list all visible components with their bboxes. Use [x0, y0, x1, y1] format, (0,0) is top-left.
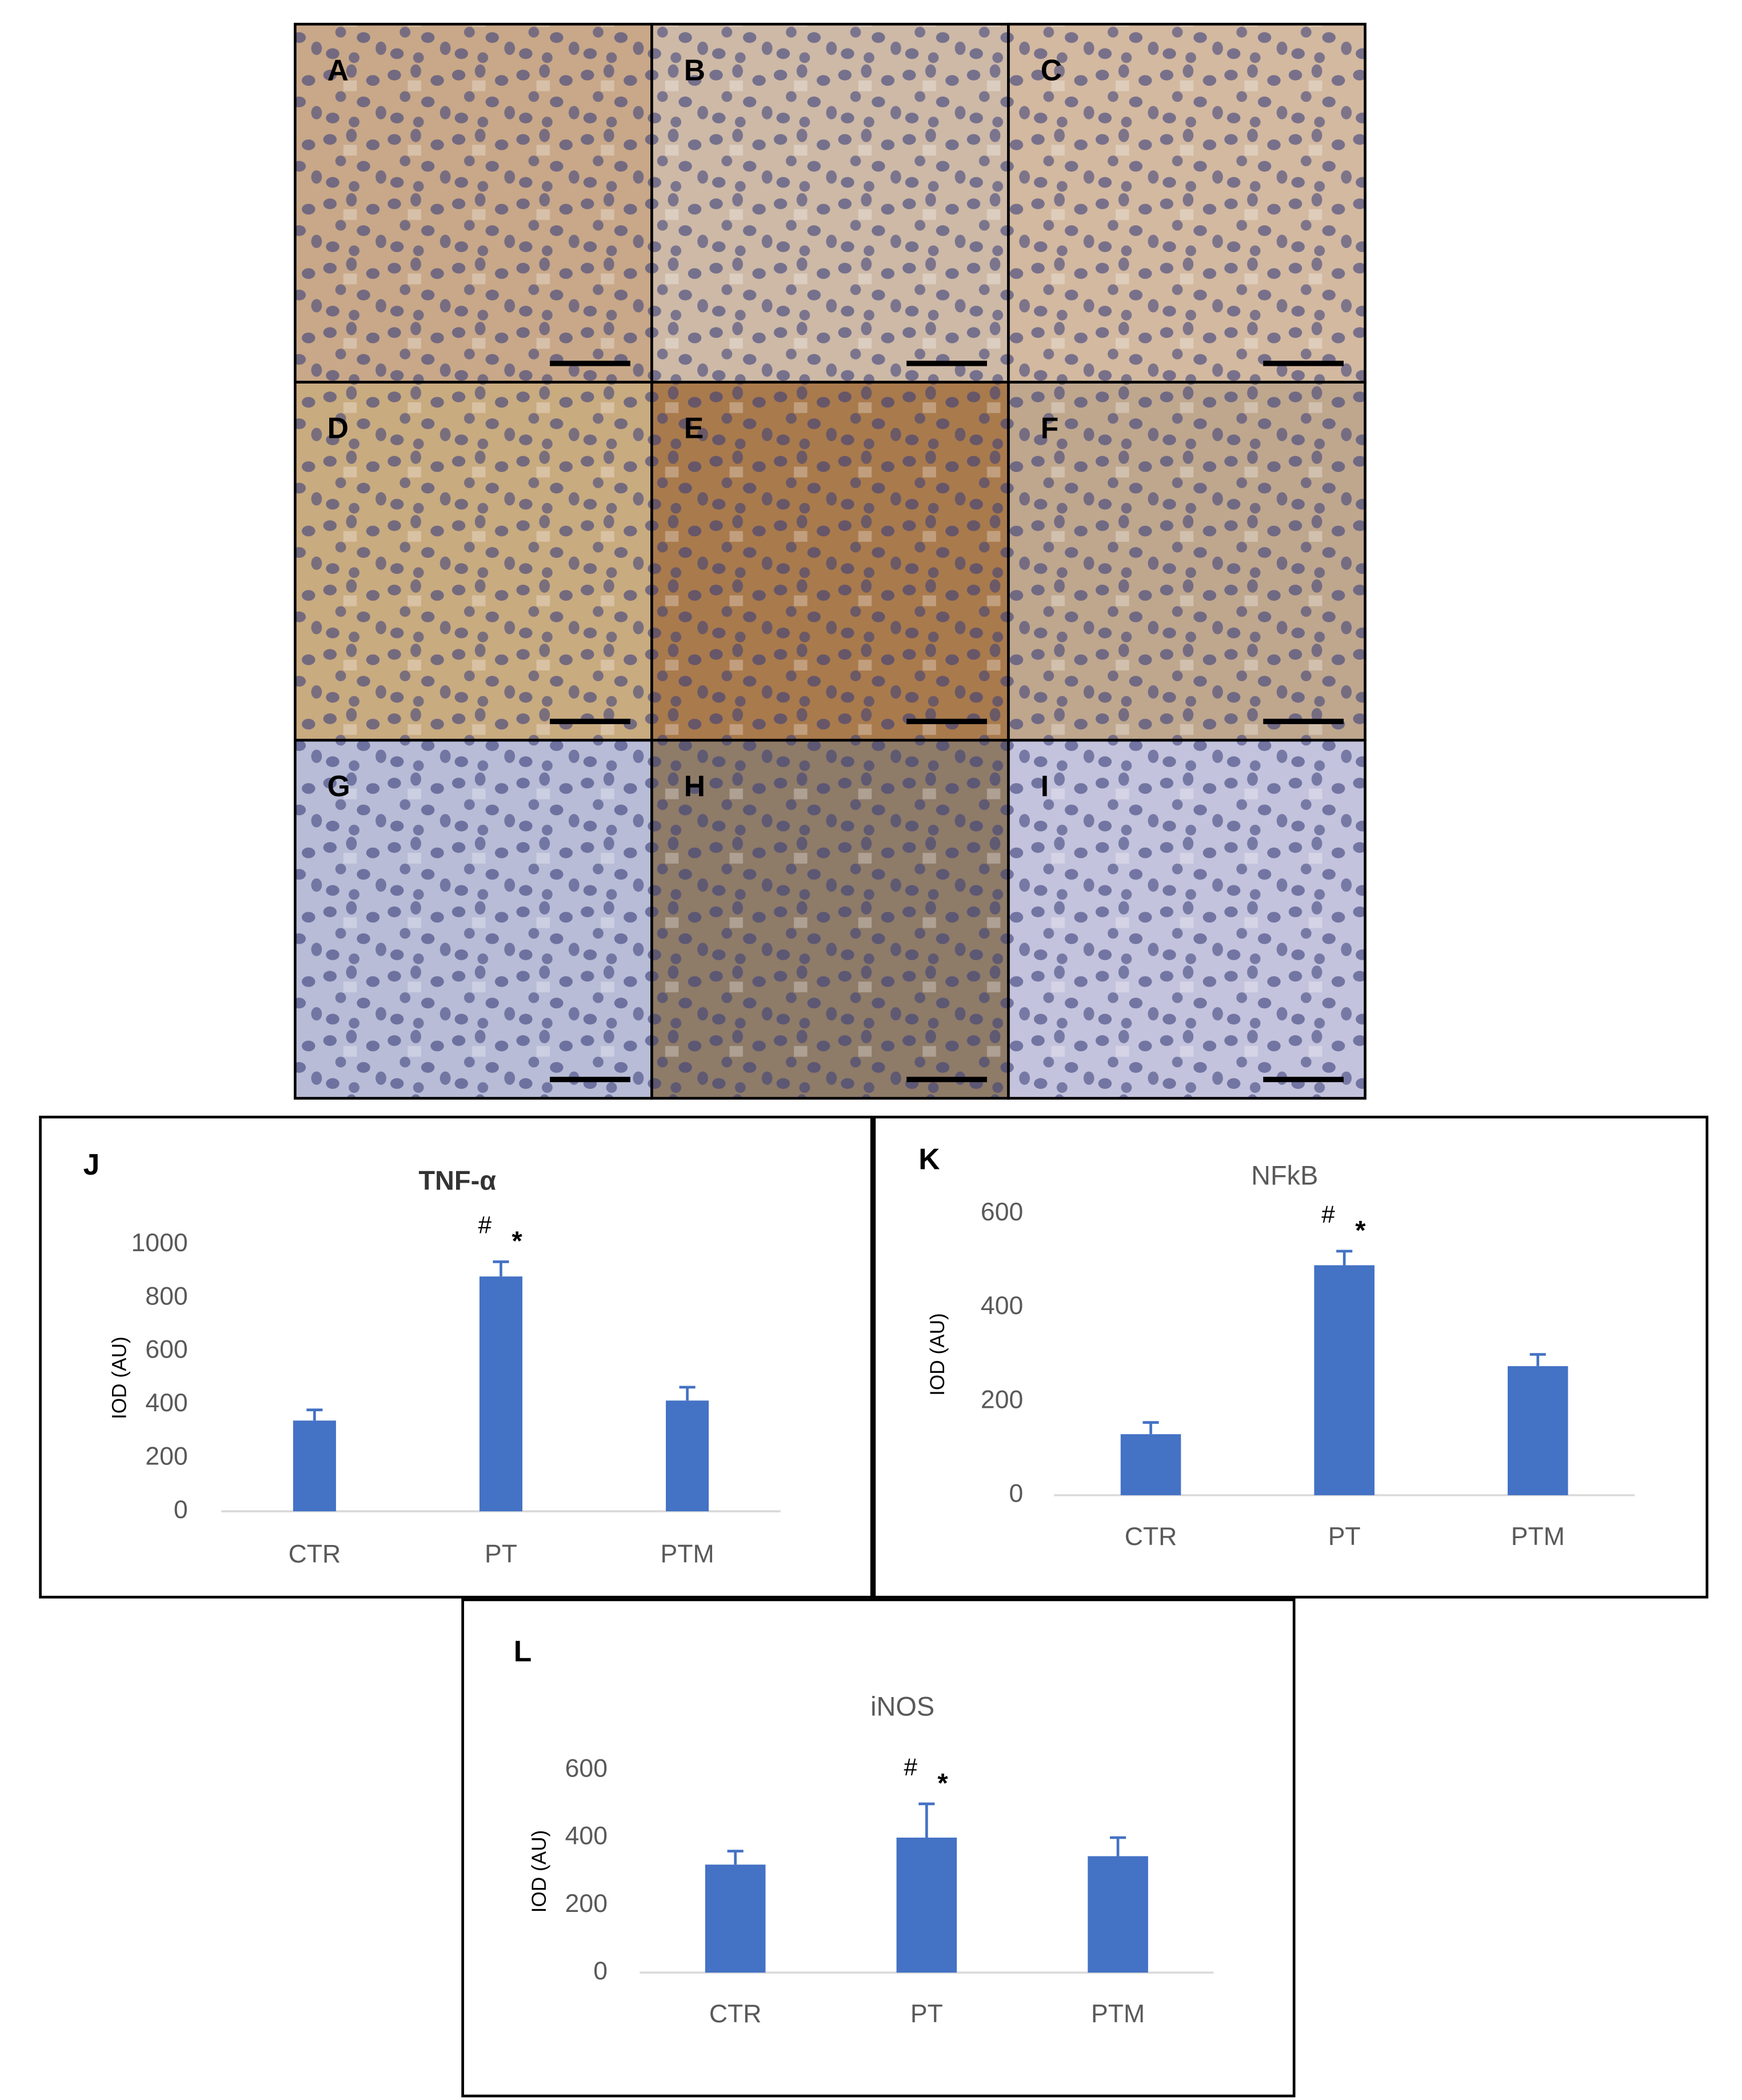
micrograph-texture: [295, 24, 652, 382]
bar: [896, 1837, 957, 1973]
panel-label: A: [327, 53, 349, 86]
micrograph-texture: [652, 740, 1009, 1099]
y-tick-label: 400: [145, 1389, 187, 1417]
panel-label: J: [83, 1148, 100, 1181]
y-tick-label: 800: [145, 1282, 187, 1310]
y-axis-label: IOD (AU): [528, 1830, 550, 1913]
x-tick-label: PT: [485, 1540, 517, 1568]
chart-title: TNF-α: [418, 1166, 496, 1196]
error-bar: [727, 1850, 744, 1865]
bar: [293, 1420, 336, 1512]
x-tick-label: PT: [1328, 1523, 1361, 1551]
x-tick-label: PT: [910, 2000, 943, 2028]
x-tick-label: CTR: [1125, 1523, 1177, 1551]
y-tick-label: 600: [981, 1198, 1023, 1226]
bar: [1508, 1366, 1568, 1495]
panel-label: C: [1041, 53, 1062, 86]
micrograph-texture: [295, 382, 652, 741]
y-tick-label: 0: [1009, 1480, 1023, 1508]
micrograph-texture: [1008, 740, 1365, 1099]
x-tick-label: PTM: [1511, 1523, 1565, 1551]
micrograph-texture: [1008, 24, 1365, 382]
panel-label: I: [1041, 769, 1049, 803]
error-bar: [306, 1408, 323, 1421]
chart: K NFkB IOD (AU) 0 200 400 600 CTR PT # * PTM: [873, 1115, 1709, 1599]
significance-marker: #: [478, 1212, 492, 1239]
micrograph-texture: [652, 382, 1009, 741]
x-tick-label: PTM: [1091, 2000, 1145, 2028]
micrograph-border: [1007, 738, 1367, 1100]
y-axis-label: IOD (AU): [109, 1336, 131, 1419]
significance-marker: *: [1355, 1215, 1366, 1245]
panel-label: H: [684, 769, 705, 803]
y-tick-label: 200: [565, 1890, 608, 1918]
chart-frame: [39, 1115, 873, 1599]
bar: [1120, 1434, 1181, 1495]
chart: J TNF-α IOD (AU) 0 200 400 600 800 1000 CTR PT # * PT…: [39, 1115, 873, 1599]
error-bar: [1109, 1836, 1126, 1857]
y-tick-label: 600: [565, 1755, 608, 1783]
y-tick-label: 1000: [131, 1229, 188, 1257]
bar: [705, 1865, 766, 1973]
y-tick-label: 400: [981, 1292, 1023, 1320]
chart-title: iNOS: [870, 1691, 934, 1721]
significance-marker: #: [904, 1754, 917, 1780]
micrograph-texture: [652, 24, 1009, 382]
x-tick-label: CTR: [709, 2000, 762, 2028]
bar: [666, 1400, 709, 1512]
panel-label: L: [514, 1634, 532, 1667]
error-bar: [1529, 1353, 1546, 1367]
y-tick-label: 600: [145, 1336, 187, 1364]
significance-marker: #: [1321, 1201, 1335, 1228]
panel-label: F: [1041, 412, 1059, 445]
bar: [1088, 1856, 1148, 1973]
panel-label: G: [327, 769, 350, 803]
error-bar: [918, 1802, 935, 1838]
y-tick-label: 200: [981, 1386, 1023, 1414]
significance-marker: *: [937, 1768, 948, 1798]
micrograph-texture: [295, 740, 652, 1099]
y-tick-label: 400: [565, 1822, 608, 1850]
significance-marker: *: [512, 1226, 522, 1256]
chart-frame: [461, 1598, 1296, 2098]
panel-label: B: [684, 53, 705, 86]
y-tick-label: 0: [593, 1957, 608, 1985]
x-tick-label: PTM: [661, 1540, 714, 1568]
panel-label: K: [918, 1142, 940, 1175]
x-tick-label: CTR: [289, 1540, 341, 1568]
error-bar: [1142, 1421, 1159, 1435]
error-bar: [1336, 1249, 1353, 1265]
micrograph-texture: [1008, 382, 1365, 741]
y-tick-label: 0: [174, 1496, 188, 1524]
y-tick-label: 200: [145, 1442, 187, 1470]
y-axis-label: IOD (AU): [926, 1313, 949, 1396]
chart-title: NFkB: [1251, 1160, 1318, 1190]
error-bar: [679, 1386, 696, 1401]
micrograph-grid: A B C D E F G H I: [294, 22, 1367, 1100]
bar: [1314, 1265, 1375, 1495]
panel-label: E: [684, 412, 704, 445]
charts: J TNF-α IOD (AU) 0 200 400 600 800 1000 CTR PT # * PT…: [39, 1115, 1709, 2098]
error-bar: [493, 1260, 509, 1277]
chart-frame: [873, 1115, 1709, 1599]
panel-label: D: [327, 412, 349, 445]
bar: [479, 1276, 523, 1512]
